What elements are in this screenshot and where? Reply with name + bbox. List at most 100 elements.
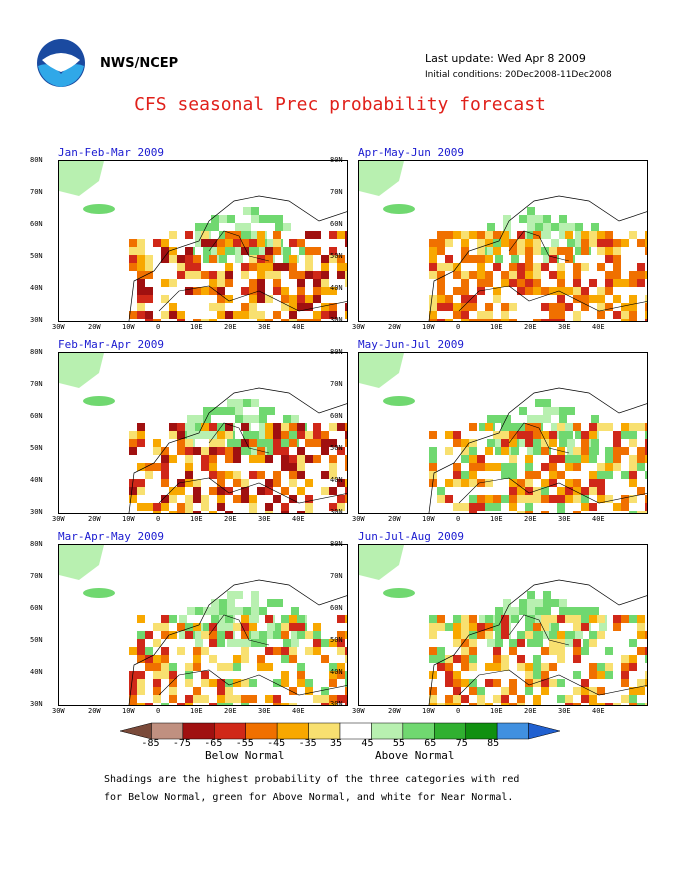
lon-label: 30W	[52, 707, 65, 715]
lat-label: 50N	[330, 636, 343, 644]
lat-label: 60N	[30, 412, 43, 420]
lat-label: 80N	[330, 540, 343, 548]
lat-label: 40N	[30, 668, 43, 676]
lon-label: 20E	[524, 515, 537, 523]
legend-tick: 75	[455, 738, 468, 749]
lon-label: 10W	[422, 707, 435, 715]
legend-tick: 65	[424, 738, 437, 749]
forecast-panel: Feb-Mar-Apr 2009 80N 70N 60N 50N 40N 30N 30W 20W…	[30, 338, 348, 526]
lon-label: 10W	[122, 707, 135, 715]
lat-label: 70N	[30, 188, 43, 196]
legend-swatch	[402, 722, 435, 740]
lat-label: 40N	[30, 476, 43, 484]
lon-label: 20W	[88, 707, 101, 715]
lat-label: 30N	[330, 508, 343, 516]
lon-label: 0	[156, 515, 161, 523]
lon-label: 10W	[122, 515, 135, 523]
lat-label: 40N	[330, 476, 343, 484]
lon-label: 10W	[422, 515, 435, 523]
lon-label: 20E	[224, 515, 237, 523]
lon-label: 40E	[292, 323, 305, 331]
lon-label: 10W	[422, 323, 435, 331]
legend-swatch	[119, 722, 152, 740]
lat-label: 80N	[30, 540, 43, 548]
legend-swatch	[245, 722, 278, 740]
lon-label: 20E	[224, 323, 237, 331]
lat-label: 80N	[330, 348, 343, 356]
lon-label: 10E	[190, 707, 203, 715]
color-legend	[119, 722, 561, 744]
lon-label: 30W	[52, 515, 65, 523]
lat-label: 70N	[330, 380, 343, 388]
initial-conditions: Initial conditions: 20Dec2008-11Dec2008	[425, 70, 612, 80]
lon-label: 40E	[592, 515, 605, 523]
legend-tick: -65	[204, 738, 223, 749]
legend-swatch	[371, 722, 404, 740]
forecast-map	[58, 544, 348, 706]
legend-swatch	[434, 722, 466, 740]
lon-label: 30W	[352, 707, 365, 715]
org-name: NWS/NCEP	[100, 56, 179, 71]
legend-tick: 55	[392, 738, 405, 749]
legend-tick: 85	[487, 738, 500, 749]
lon-label: 0	[456, 707, 461, 715]
legend-swatch	[496, 722, 529, 740]
lat-label: 30N	[30, 316, 43, 324]
lon-label: 30E	[558, 707, 571, 715]
panel-title: May-Jun-Jul 2009	[358, 338, 464, 351]
panel-title: Jun-Jul-Aug 2009	[358, 530, 464, 543]
legend-swatch	[339, 722, 372, 740]
lon-label: 20W	[388, 323, 401, 331]
lon-label: 40E	[292, 707, 305, 715]
noaa-logo	[36, 38, 86, 88]
lon-label: 30E	[258, 707, 271, 715]
legend-tick: 35	[330, 738, 343, 749]
lon-label: 40E	[592, 323, 605, 331]
legend-swatch	[465, 722, 498, 740]
lon-label: 20W	[88, 515, 101, 523]
legend-tick: -55	[235, 738, 254, 749]
panel-title: Feb-Mar-Apr 2009	[58, 338, 164, 351]
panel-title: Mar-Apr-May 2009	[58, 530, 164, 543]
lat-label: 60N	[30, 220, 43, 228]
legend-tick: 45	[361, 738, 374, 749]
lat-label: 50N	[30, 636, 43, 644]
footnote-line-2: for Below Normal, green for Above Normal…	[104, 792, 514, 803]
lat-label: 70N	[30, 380, 43, 388]
forecast-map	[358, 352, 648, 514]
legend-tick: -75	[172, 738, 191, 749]
forecast-panel: Apr-May-Jun 2009 80N 70N 60N 50N 40N 30N 30W 20W…	[330, 146, 648, 334]
lat-label: 50N	[330, 444, 343, 452]
lon-label: 10E	[490, 707, 503, 715]
lat-label: 70N	[330, 572, 343, 580]
footnote-line-1: Shadings are the highest probability of …	[104, 774, 520, 785]
last-update: Last update: Wed Apr 8 2009	[425, 52, 586, 65]
legend-tick: -35	[298, 738, 317, 749]
lon-label: 0	[156, 707, 161, 715]
forecast-map	[358, 544, 648, 706]
legend-swatch	[308, 722, 341, 740]
lon-label: 30E	[258, 515, 271, 523]
lon-label: 20W	[388, 707, 401, 715]
lat-label: 60N	[30, 604, 43, 612]
lat-label: 60N	[330, 412, 343, 420]
lat-label: 50N	[30, 444, 43, 452]
forecast-panel: May-Jun-Jul 2009 80N 70N 60N 50N 40N 30N 30W 20W…	[330, 338, 648, 526]
panel-title: Apr-May-Jun 2009	[358, 146, 464, 159]
lon-label: 20E	[524, 707, 537, 715]
legend-tick: -45	[267, 738, 286, 749]
lat-label: 40N	[30, 284, 43, 292]
lat-label: 50N	[30, 252, 43, 260]
lon-label: 40E	[592, 707, 605, 715]
forecast-panel: Jan-Feb-Mar 2009 80N 70N 60N 50N 40N 30N 30W 20W…	[30, 146, 348, 334]
lon-label: 10E	[190, 515, 203, 523]
legend-swatch	[182, 722, 215, 740]
forecast-panel: Mar-Apr-May 2009 80N 70N 60N 50N 40N 30N 30W 20W…	[30, 530, 348, 718]
page-title: CFS seasonal Prec probability forecast	[134, 94, 546, 115]
lon-label: 20W	[88, 323, 101, 331]
legend-below-label: Below Normal	[205, 749, 285, 762]
lat-label: 30N	[30, 508, 43, 516]
lon-label: 20E	[524, 323, 537, 331]
lon-label: 30W	[352, 515, 365, 523]
lon-label: 10E	[490, 323, 503, 331]
